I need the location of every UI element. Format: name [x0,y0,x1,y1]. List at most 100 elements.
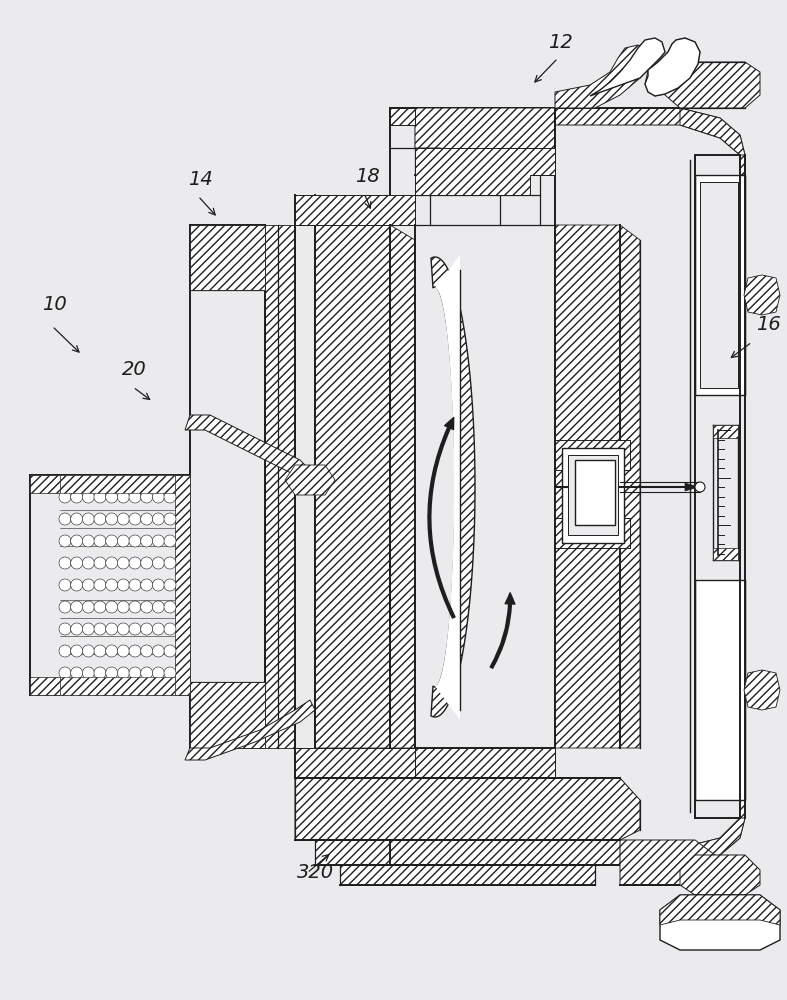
Circle shape [71,601,83,613]
Circle shape [153,667,164,679]
Text: 16: 16 [756,315,781,334]
Polygon shape [713,425,738,438]
Polygon shape [590,38,665,96]
Circle shape [164,645,176,657]
Polygon shape [315,225,415,748]
Circle shape [94,579,106,591]
Ellipse shape [748,277,776,312]
Circle shape [117,601,129,613]
Circle shape [71,645,83,657]
Circle shape [59,623,71,635]
Polygon shape [695,580,745,800]
Circle shape [71,513,83,525]
Circle shape [153,645,164,657]
Circle shape [71,557,83,569]
Bar [555,440,630,470]
Text: 20: 20 [122,360,146,379]
Circle shape [117,535,129,547]
Polygon shape [295,778,640,840]
Polygon shape [415,798,745,865]
Circle shape [164,623,176,635]
Circle shape [141,513,153,525]
Polygon shape [415,748,555,778]
Circle shape [117,623,129,635]
Circle shape [129,535,141,547]
Polygon shape [315,840,620,865]
Circle shape [83,667,94,679]
Circle shape [153,557,164,569]
Circle shape [164,601,176,613]
Circle shape [105,513,118,525]
Circle shape [129,491,141,503]
Circle shape [59,557,71,569]
Circle shape [71,667,83,679]
Circle shape [117,557,129,569]
Circle shape [59,513,71,525]
Polygon shape [295,748,415,778]
Circle shape [153,601,164,613]
Circle shape [59,645,71,657]
Circle shape [94,601,106,613]
Circle shape [94,645,106,657]
Circle shape [59,535,71,547]
Polygon shape [415,148,555,195]
Circle shape [153,513,164,525]
Circle shape [129,601,141,613]
Circle shape [71,535,83,547]
Circle shape [164,535,176,547]
Circle shape [117,491,129,503]
Circle shape [129,513,141,525]
Polygon shape [660,895,780,925]
Polygon shape [680,855,760,895]
Circle shape [105,667,118,679]
Polygon shape [695,175,745,395]
Circle shape [105,557,118,569]
Circle shape [164,579,176,591]
Polygon shape [620,840,715,885]
Bar [555,518,630,548]
Polygon shape [175,475,190,695]
Text: 18: 18 [355,167,380,186]
Circle shape [164,667,176,679]
Text: 12: 12 [548,33,573,52]
Polygon shape [30,475,60,493]
Polygon shape [680,818,745,865]
Circle shape [141,645,153,657]
Circle shape [71,623,83,635]
Circle shape [83,645,94,657]
Circle shape [59,667,71,679]
Ellipse shape [748,672,776,708]
Circle shape [94,667,106,679]
Circle shape [83,601,94,613]
Circle shape [105,601,118,613]
Polygon shape [185,415,315,485]
Polygon shape [415,108,745,175]
Circle shape [153,491,164,503]
Text: 320: 320 [297,863,334,882]
Circle shape [141,535,153,547]
Circle shape [83,513,94,525]
Circle shape [83,579,94,591]
Polygon shape [60,475,175,493]
Bar [562,448,624,543]
Polygon shape [555,225,640,748]
Circle shape [105,579,118,591]
Polygon shape [60,677,175,695]
Circle shape [83,535,94,547]
Polygon shape [185,700,315,760]
Polygon shape [340,865,595,885]
Circle shape [117,667,129,679]
Circle shape [117,579,129,591]
Polygon shape [685,483,698,491]
Circle shape [164,513,176,525]
Polygon shape [190,225,265,290]
Bar [575,460,615,525]
Circle shape [129,645,141,657]
Circle shape [94,623,106,635]
Circle shape [105,535,118,547]
Polygon shape [435,255,460,720]
FancyArrowPatch shape [490,593,515,668]
Text: 10: 10 [42,295,67,314]
Polygon shape [700,182,738,388]
Polygon shape [285,465,335,495]
